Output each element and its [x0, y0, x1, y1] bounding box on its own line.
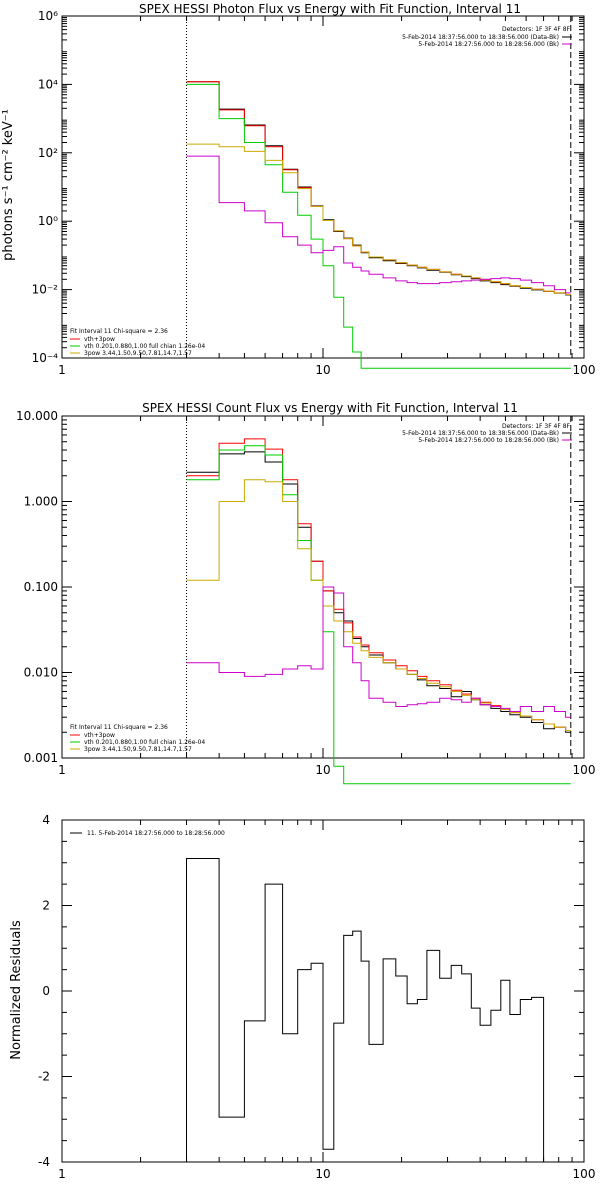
photon-ytick-label: 10⁴: [38, 77, 58, 91]
residual-ytick-label: -4: [38, 1155, 50, 1169]
count-ytick-label: 0.001: [24, 751, 58, 765]
residual-xtick-label: 10: [315, 1167, 330, 1181]
count-ytick-label: 10.000: [16, 409, 58, 423]
count-series-vth: [186, 445, 571, 785]
photon-ytick-label: 10⁻⁴: [32, 351, 59, 365]
count-xtick-label: 100: [573, 763, 596, 777]
count-ytick-label: 0.010: [24, 666, 58, 680]
photon-fit-line-4: 3pow 3.44,1.50,9.50,7.81,14.7,1.57: [84, 350, 192, 357]
residual-xtick-label: 100: [573, 1167, 596, 1181]
residual-ytick-label: 2: [42, 899, 50, 913]
count-xtick-label: 1: [58, 763, 66, 777]
residual-legend: 11. 5-Feb-2014 18:27:56.000 to 18:28:56.…: [87, 830, 225, 837]
photon-series-background: [186, 155, 571, 294]
count-ytick-label: 1.000: [24, 495, 58, 509]
residual-ytick-label: 0: [42, 984, 50, 998]
photon-series-data: [186, 81, 571, 296]
photon-fit-line-1: Fit Interval 11 Chi-square = 2.36: [70, 328, 168, 335]
photon-detectors: Detectors: 1F 3F 4F 8F: [502, 26, 571, 33]
photon-ytick-label: 10⁶: [38, 9, 58, 23]
count-detectors: Detectors: 1F 3F 4F 8F: [502, 423, 571, 430]
count-series-background: [186, 586, 571, 718]
photon-xtick-label: 1: [58, 363, 66, 377]
residual-ytick-label: -2: [38, 1070, 50, 1084]
photon-ytick-label: 10²: [38, 146, 58, 160]
count-time-line-2: 5-Feb-2014 18:27:56.000 to 18:28:56.000 …: [418, 437, 559, 444]
photon-ytick-label: 10⁻²: [32, 283, 59, 297]
photon-time-line-1: 5-Feb-2014 18:37:56.000 to 18:38:56.000 …: [402, 34, 559, 41]
photon-series-vth: [186, 83, 571, 369]
count-series-3pow: [186, 479, 571, 731]
photon-fit-line-3: vth 0.201,0.880,1.00 full chian 1.26e-04: [84, 343, 205, 350]
photon-panel: SPEX HESSI Photon Flux vs Energy with Fi…: [1, 2, 595, 377]
count-ytick-label: 0.100: [24, 580, 58, 594]
count-time-line-1: 5-Feb-2014 18:37:56.000 to 18:38:56.000 …: [402, 430, 559, 437]
residual-xtick-label: 1: [58, 1167, 66, 1181]
photon-frame: [61, 15, 585, 359]
photon-title: SPEX HESSI Photon Flux vs Energy with Fi…: [139, 2, 521, 16]
photon-time-line-2: 5-Feb-2014 18:27:56.000 to 18:28:56.000 …: [418, 41, 559, 48]
photon-xtick-label: 100: [573, 363, 596, 377]
residual-panel: Normalized Residuals 1 10 100 -4 -2 0 2 4 11. 5…: [9, 813, 595, 1181]
photon-ytick-label: 10⁰: [38, 214, 58, 228]
photon-fit-line-2: vth+3pow: [84, 336, 115, 343]
photon-series-vth+3pow: [186, 81, 571, 295]
count-fit-line-1: Fit Interval 11 Chi-square = 2.36: [70, 724, 168, 731]
count-title: SPEX HESSI Count Flux vs Energy with Fit…: [142, 401, 518, 415]
count-fit-line-3: vth 0.201,0.880,1.00 full chian 1.26e-04: [84, 739, 205, 746]
count-fit-line-4: 3pow 3.44,1.50,9.50,7.81,14.7,1.57: [84, 746, 192, 753]
count-panel: SPEX HESSI Count Flux vs Energy with Fit…: [16, 401, 596, 785]
residual-series: [186, 858, 571, 1163]
photon-xtick-label: 10: [315, 363, 330, 377]
photon-ylabel: photons s⁻¹ cm⁻² keV⁻¹: [1, 109, 16, 261]
photon-series-3pow: [186, 143, 571, 295]
residual-ylabel: Normalized Residuals: [9, 920, 24, 1060]
residual-ytick-label: 4: [42, 813, 50, 827]
count-fit-line-2: vth+3pow: [84, 732, 115, 739]
count-xtick-label: 10: [315, 763, 330, 777]
